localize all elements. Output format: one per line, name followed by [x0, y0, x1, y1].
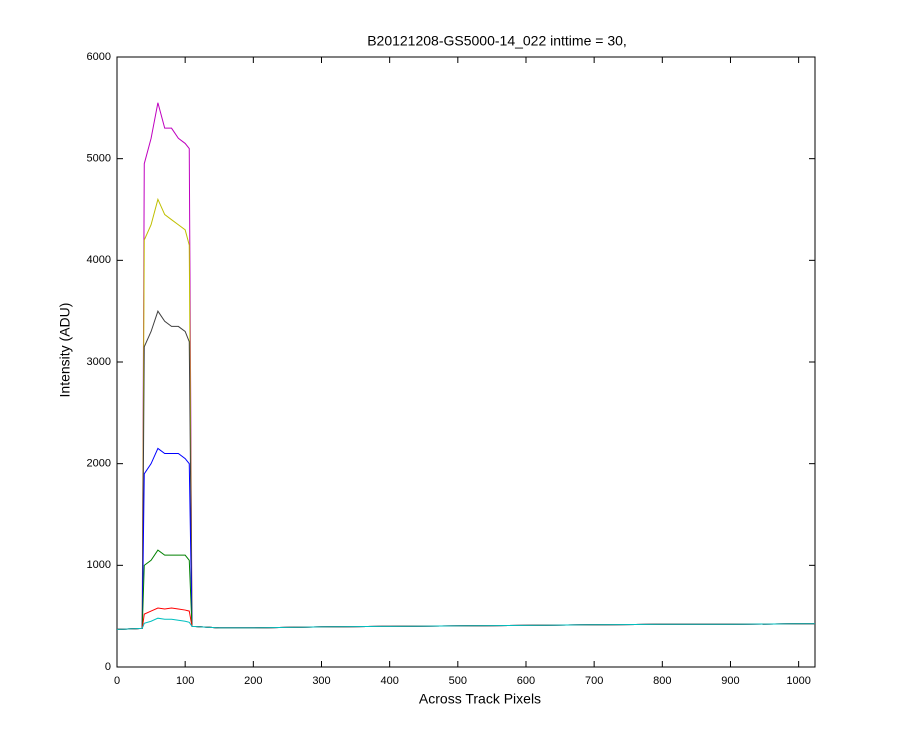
x-tick-label: 1000: [786, 675, 810, 687]
y-tick-label: 3000: [87, 356, 111, 368]
x-tick-label: 700: [585, 675, 603, 687]
plot-frame: [116, 56, 816, 668]
series-line: [116, 617, 815, 630]
x-tick-label: 300: [312, 675, 330, 687]
chart-title: B20121208-GS5000-14_022 inttime = 30,: [367, 33, 627, 49]
y-tick-label: 4000: [87, 254, 111, 266]
x-tick-label: 500: [449, 675, 467, 687]
x-tick-label: 200: [244, 675, 262, 687]
y-tick-label: 2000: [87, 458, 111, 470]
y-tick-label: 1000: [87, 559, 111, 571]
y-tick-label: 5000: [87, 153, 111, 165]
x-tick-label: 900: [721, 675, 739, 687]
x-tick-label: 400: [380, 675, 398, 687]
y-tick-label: 0: [105, 661, 111, 673]
x-tick-label: 100: [176, 675, 194, 687]
x-tick-label: 800: [653, 675, 671, 687]
y-tick-label: 6000: [87, 51, 111, 63]
y-axis-label: Intensity (ADU): [57, 303, 73, 398]
x-axis-label: Across Track Pixels: [419, 691, 541, 707]
x-tick-label: 0: [114, 675, 120, 687]
x-tick-label: 600: [517, 675, 535, 687]
